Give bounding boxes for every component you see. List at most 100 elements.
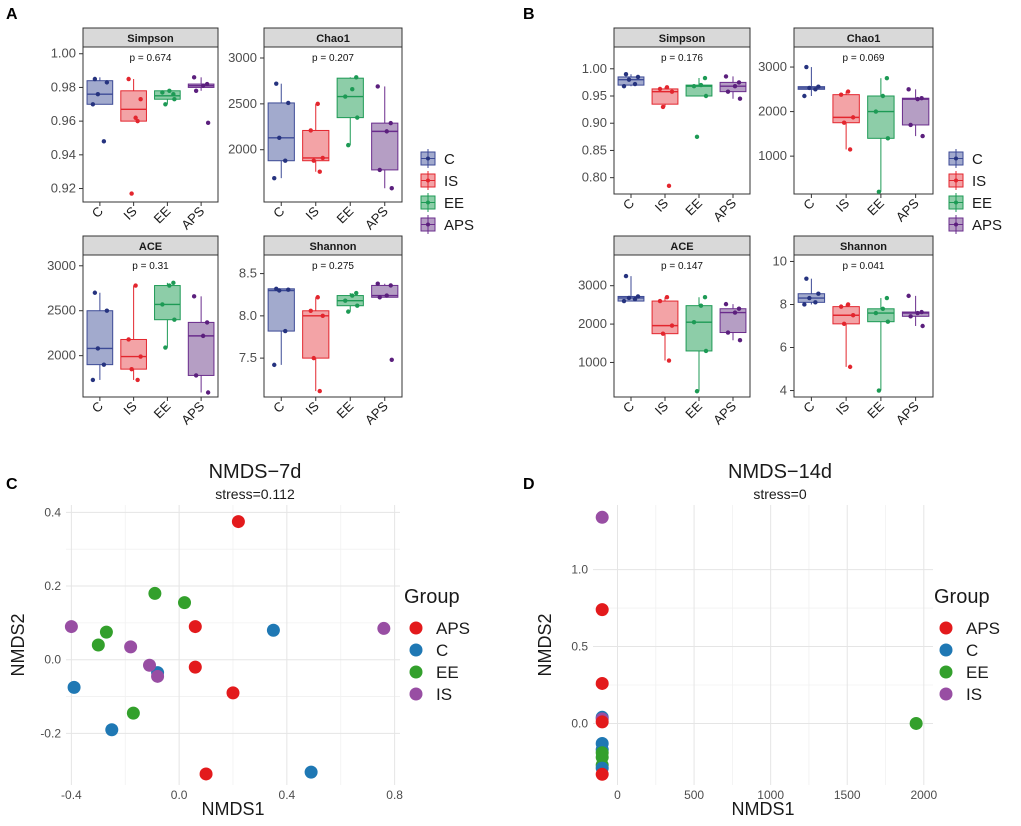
- box-is: [651, 85, 679, 189]
- data-point: [384, 129, 389, 134]
- data-point: [816, 291, 821, 296]
- boxplot-facet-a-chao1: Chao1 p = 0.207 2000 2500 3000 C IS EE APS: [228, 27, 403, 233]
- box-is: [651, 295, 679, 363]
- data-point: [389, 186, 394, 191]
- data-point: [838, 304, 844, 309]
- x-axis-label: NMDS1: [731, 799, 794, 819]
- x-tick-label: 1500: [834, 788, 861, 802]
- box-iqr: [86, 310, 114, 366]
- legend-label-c: C: [444, 151, 455, 168]
- box-iqr: [154, 285, 181, 321]
- data-point: [880, 93, 886, 99]
- data-point: [172, 317, 177, 322]
- data-point: [191, 75, 197, 80]
- legend-label-is: IS: [972, 173, 986, 190]
- y-tick-label: 0.98: [51, 79, 76, 94]
- y-tick-label: 10: [773, 253, 787, 268]
- data-point: [163, 102, 168, 107]
- x-tick-label: EE: [151, 203, 174, 226]
- x-tick-label: IS: [833, 398, 853, 418]
- box-iqr: [651, 300, 679, 335]
- scatter-point-ee: [178, 596, 192, 610]
- box-aps: [371, 281, 399, 363]
- data-point: [163, 345, 168, 350]
- data-point: [845, 302, 851, 307]
- y-tick-label: 0.94: [51, 147, 76, 162]
- p-value-label: p = 0.207: [312, 53, 354, 64]
- scatter-point-is: [595, 510, 609, 524]
- legend-label-c: C: [972, 151, 983, 168]
- data-point: [90, 102, 96, 107]
- data-point: [920, 133, 925, 139]
- data-point: [632, 81, 638, 87]
- x-tick-label: APS: [178, 398, 207, 427]
- data-point: [807, 295, 812, 301]
- data-point: [632, 296, 638, 302]
- data-point: [167, 283, 172, 288]
- x-tick-label: C: [270, 204, 287, 221]
- data-point: [135, 377, 140, 383]
- data-point: [160, 90, 165, 95]
- data-point: [694, 389, 700, 394]
- data-point: [193, 373, 199, 378]
- x-tick-label: APS: [893, 398, 922, 427]
- data-point: [135, 118, 140, 124]
- scatter-point-ee: [148, 586, 162, 600]
- y-tick-label: 4: [780, 383, 787, 398]
- data-point: [873, 310, 879, 316]
- data-point: [355, 303, 360, 308]
- x-tick-label: C: [270, 399, 287, 416]
- data-point: [138, 97, 143, 102]
- box-aps: [719, 301, 747, 343]
- data-point: [317, 169, 322, 174]
- data-point: [885, 136, 891, 141]
- y-tick-label: 1.0: [571, 563, 588, 577]
- legend-label-is: IS: [436, 685, 452, 704]
- box-c: [267, 81, 295, 181]
- data-point: [623, 273, 629, 279]
- box-c: [86, 290, 114, 383]
- scatter-point-c: [67, 680, 81, 694]
- data-point: [272, 362, 277, 368]
- y-tick-label: 2000: [47, 348, 76, 363]
- data-point: [205, 120, 211, 126]
- box-ee: [336, 75, 364, 148]
- data-point: [95, 346, 101, 351]
- legend-label-is: IS: [444, 173, 458, 190]
- x-tick-label: APS: [710, 398, 739, 427]
- scatter-point-is: [64, 620, 78, 634]
- data-point: [160, 302, 165, 307]
- facet-title: Simpson: [127, 33, 174, 45]
- box-iqr: [302, 310, 330, 359]
- legend: Group APS C EE IS: [404, 586, 470, 704]
- data-point: [813, 300, 818, 305]
- data-point: [272, 175, 277, 181]
- data-point: [200, 333, 206, 339]
- data-point: [850, 313, 856, 318]
- x-axis-label: NMDS1: [201, 799, 264, 819]
- facet-title: Shannon: [840, 241, 887, 253]
- box-c: [617, 273, 645, 304]
- box-ee: [867, 295, 895, 393]
- facet-title: Chao1: [316, 33, 350, 45]
- box-is: [120, 76, 147, 196]
- box-aps: [371, 84, 399, 191]
- p-value-label: p = 0.147: [661, 261, 703, 272]
- data-point: [167, 88, 172, 94]
- panel-label-d: D: [523, 476, 535, 493]
- legend-label-ee: EE: [436, 663, 459, 682]
- data-point: [841, 120, 847, 125]
- data-point: [129, 366, 134, 372]
- x-tick-label: 500: [684, 788, 704, 802]
- y-tick-label: 0.90: [582, 115, 607, 130]
- scatter-point-c: [266, 623, 280, 637]
- legend-key-aps: [409, 621, 423, 635]
- facet-title: Shannon: [309, 241, 356, 253]
- data-point: [691, 319, 697, 325]
- data-point: [101, 139, 107, 144]
- legend-title: Group: [934, 586, 990, 608]
- x-tick-label: IS: [833, 195, 853, 215]
- data-point: [283, 158, 288, 163]
